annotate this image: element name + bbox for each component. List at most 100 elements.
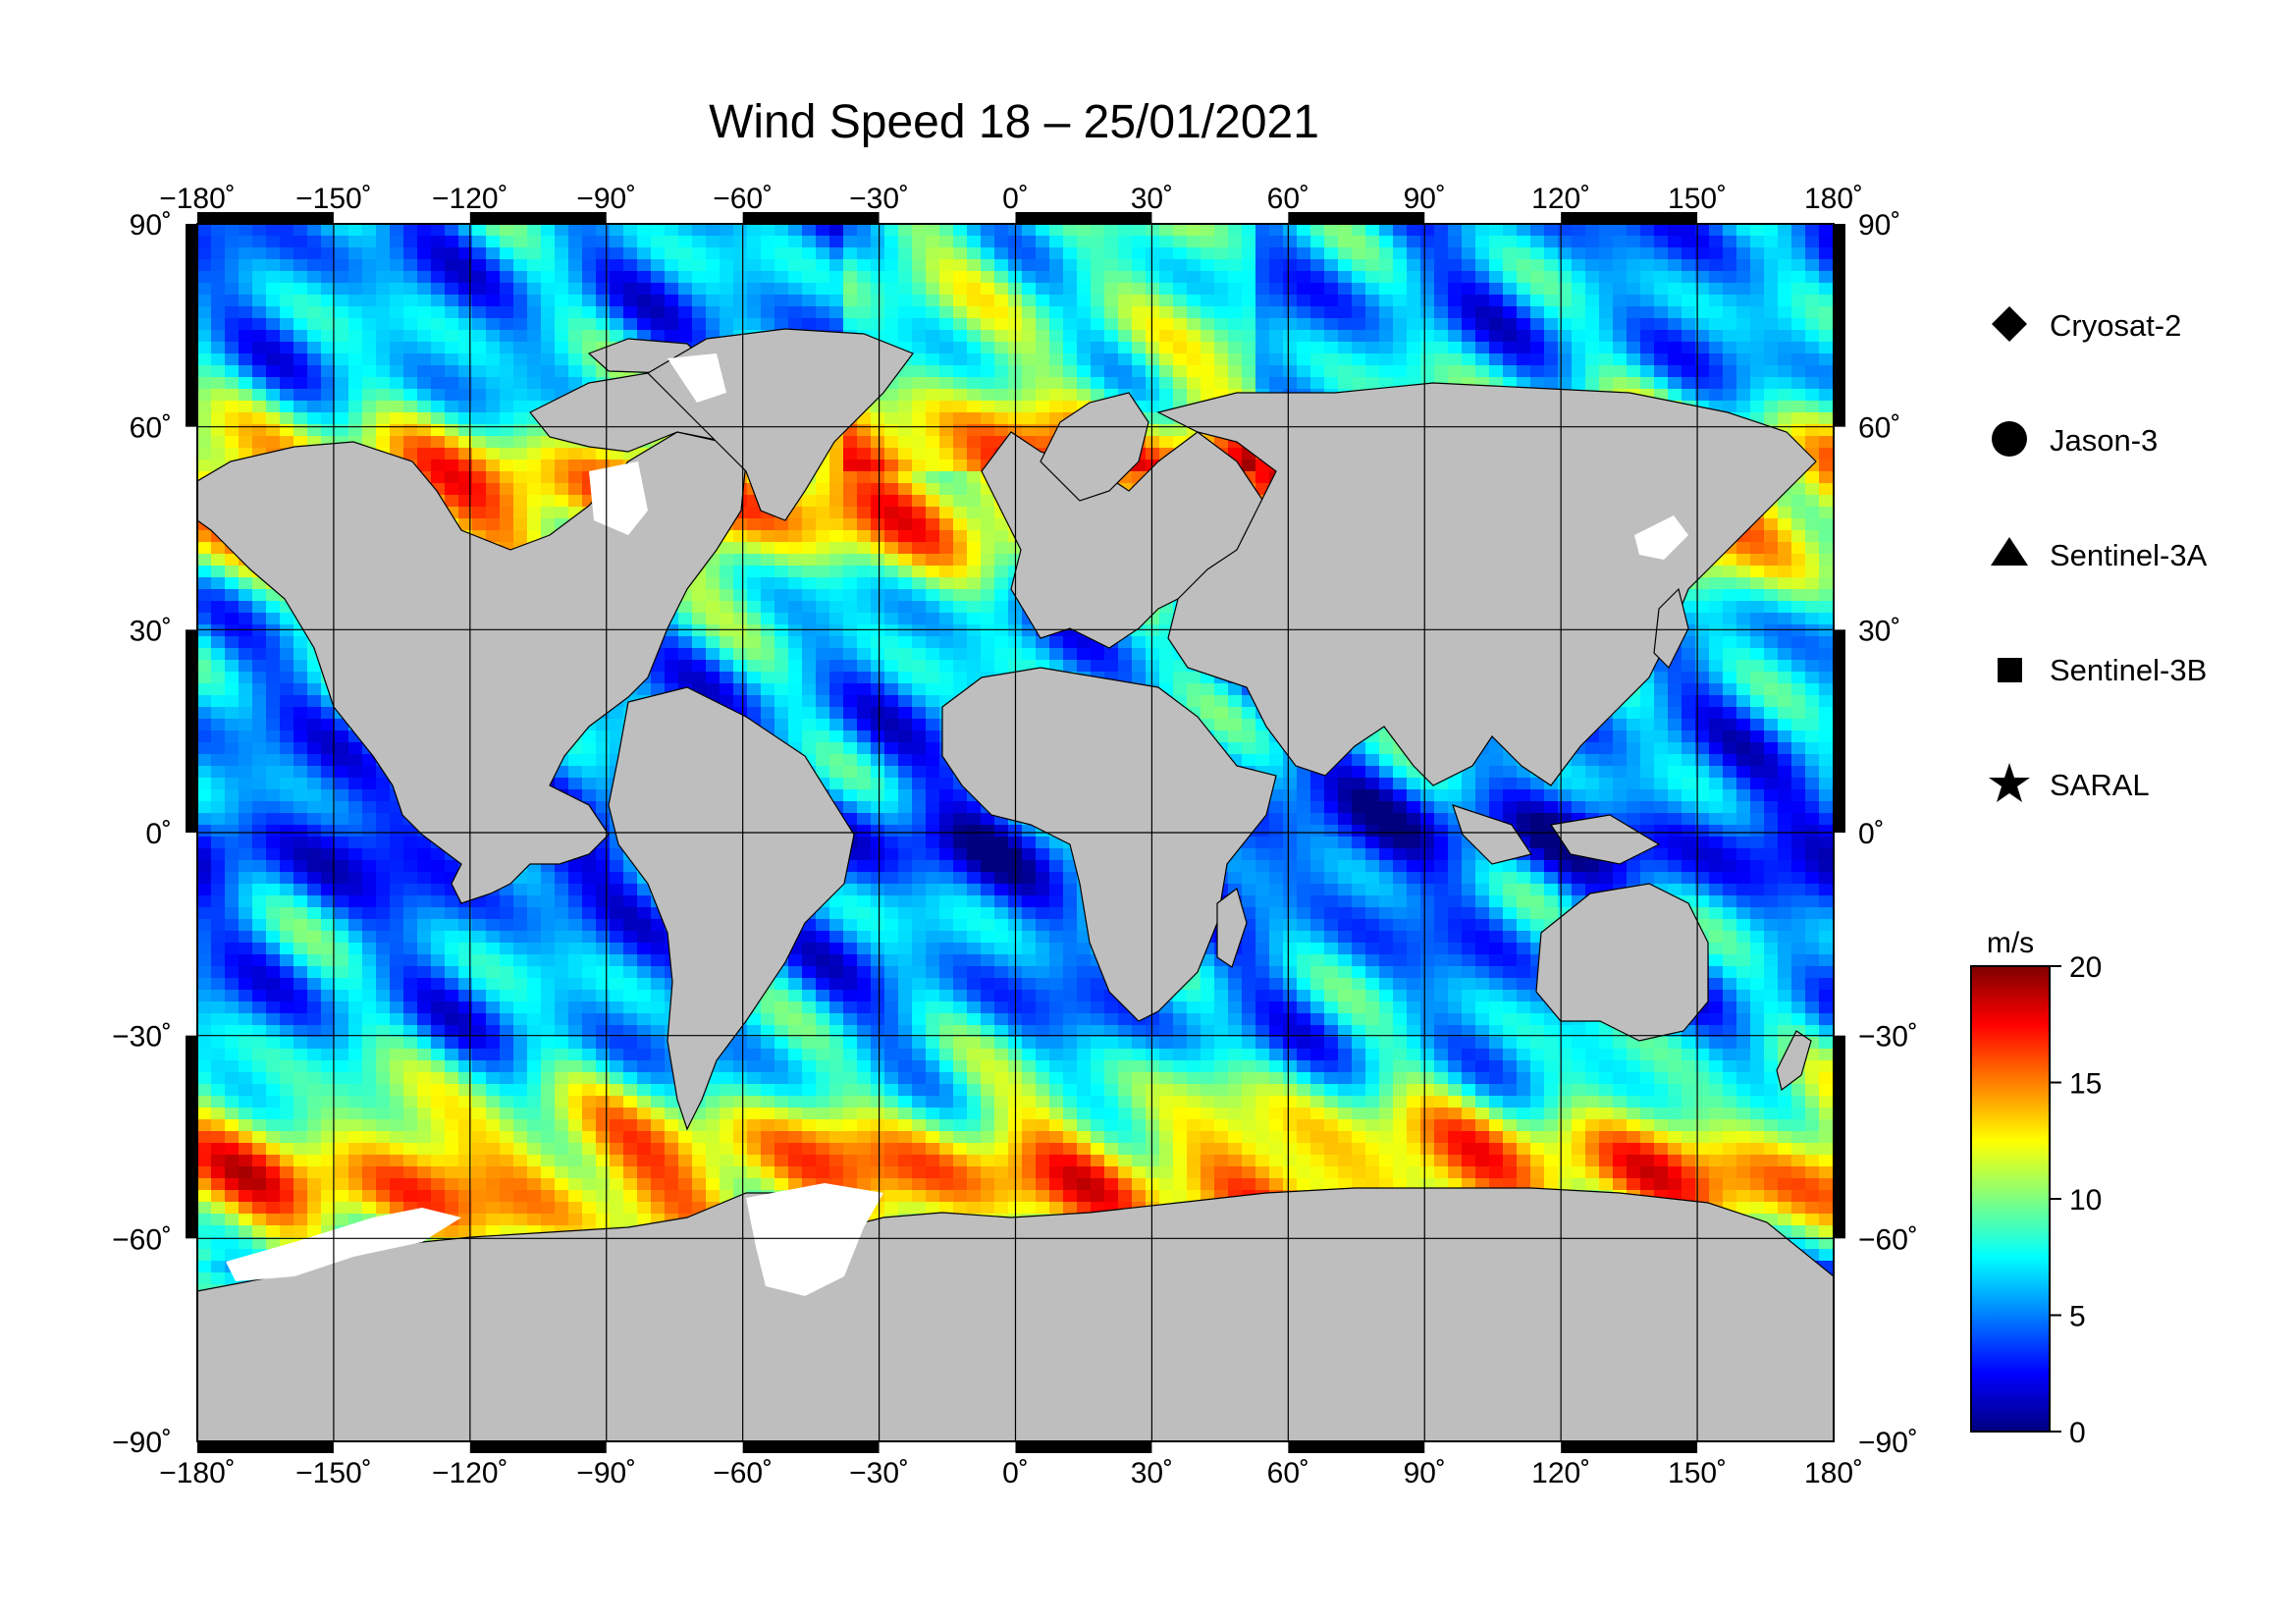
wind-cell — [788, 271, 803, 284]
wind-cell — [761, 695, 775, 708]
wind-cell — [239, 707, 253, 720]
wind-cell — [1572, 318, 1586, 331]
wind-cell — [747, 507, 762, 519]
wind-cell — [1709, 577, 1724, 590]
wind-cell — [1750, 295, 1765, 307]
wind-cell — [706, 259, 721, 272]
wind-cell — [1778, 518, 1792, 531]
wind-cell — [816, 247, 830, 260]
wind-cell — [1613, 236, 1628, 248]
wind-cell — [1022, 259, 1037, 272]
wind-cell — [417, 271, 432, 284]
wind-cell — [500, 318, 514, 331]
wind-cell — [1049, 342, 1064, 354]
wind-cell — [239, 412, 253, 425]
wind-cell — [1668, 306, 1682, 319]
wind-cell — [294, 377, 308, 390]
wind-cell — [1132, 295, 1147, 307]
wind-cell — [1049, 648, 1064, 661]
wind-cell — [1791, 601, 1806, 614]
wind-cell — [843, 507, 858, 519]
wind-cell — [1558, 365, 1573, 378]
wind-cell — [596, 236, 611, 248]
wind-cell — [1146, 236, 1160, 248]
wind-cell — [1599, 330, 1614, 343]
wind-cell — [1750, 554, 1765, 567]
wind-cell — [1173, 377, 1188, 390]
wind-cell — [541, 518, 556, 531]
wind-cell — [1324, 342, 1339, 354]
wind-cell — [816, 495, 830, 508]
wind-cell — [1750, 236, 1765, 248]
wind-cell — [967, 259, 982, 272]
wind-cell — [843, 295, 858, 307]
wind-cell — [403, 401, 418, 413]
wind-cell — [816, 566, 830, 578]
wind-cell — [211, 342, 226, 354]
wind-cell — [953, 518, 968, 531]
wind-cell — [1407, 247, 1421, 260]
wind-cell — [1338, 224, 1353, 237]
wind-cell — [1228, 377, 1243, 390]
wind-cell — [637, 236, 652, 248]
wind-cell — [637, 247, 652, 260]
wind-cell — [884, 554, 899, 567]
wind-cell — [1791, 342, 1806, 354]
wind-cell — [376, 295, 391, 307]
wind-cell — [431, 471, 446, 484]
wind-cell — [1585, 306, 1600, 319]
wind-cell — [1036, 259, 1050, 272]
wind-cell — [926, 577, 940, 590]
wind-cell — [1434, 365, 1449, 378]
wind-cell — [555, 471, 569, 484]
wind-cell — [1310, 342, 1325, 354]
wind-cell — [307, 412, 322, 425]
wind-cell — [981, 636, 995, 649]
wind-cell — [431, 247, 446, 260]
wind-cell — [1022, 389, 1037, 402]
wind-cell — [1723, 306, 1737, 319]
wind-cell — [1599, 224, 1614, 237]
wind-cell — [472, 495, 487, 508]
wind-cell — [1201, 707, 1215, 720]
wind-cell — [513, 436, 528, 449]
wind-cell — [939, 542, 954, 555]
wind-cell — [706, 577, 721, 590]
wind-cell — [802, 224, 817, 237]
wind-cell — [211, 542, 226, 555]
wind-cell — [1201, 683, 1215, 696]
wind-cell — [513, 330, 528, 343]
wind-cell — [280, 412, 294, 425]
wind-cell — [898, 377, 913, 390]
wind-cell — [1489, 342, 1504, 354]
wind-cell — [926, 259, 940, 272]
wind-cell — [1627, 236, 1641, 248]
wind-cell — [651, 660, 666, 673]
wind-cell — [692, 318, 707, 331]
wind-cell — [1063, 648, 1078, 661]
wind-cell — [500, 412, 514, 425]
wind-cell — [1709, 624, 1724, 637]
wind-cell — [390, 365, 404, 378]
wind-cell — [1187, 259, 1201, 272]
wind-cell — [1036, 353, 1050, 366]
wind-cell — [774, 648, 789, 661]
wind-cell — [1723, 554, 1737, 567]
wind-cell — [197, 271, 212, 284]
wind-cell — [994, 601, 1009, 614]
wind-cell — [1764, 601, 1779, 614]
wind-cell — [939, 424, 954, 437]
wind-cell — [1338, 365, 1353, 378]
wind-cell — [967, 636, 982, 649]
wind-cell — [458, 330, 473, 343]
wind-cell — [1063, 353, 1078, 366]
wind-cell — [747, 648, 762, 661]
wind-cell — [1558, 330, 1573, 343]
wind-cell — [458, 259, 473, 272]
wind-cell — [1159, 330, 1174, 343]
wind-cell — [431, 460, 446, 472]
wind-cell — [774, 554, 789, 567]
wind-cell — [912, 577, 927, 590]
wind-cell — [486, 236, 501, 248]
wind-cell — [1146, 283, 1160, 296]
